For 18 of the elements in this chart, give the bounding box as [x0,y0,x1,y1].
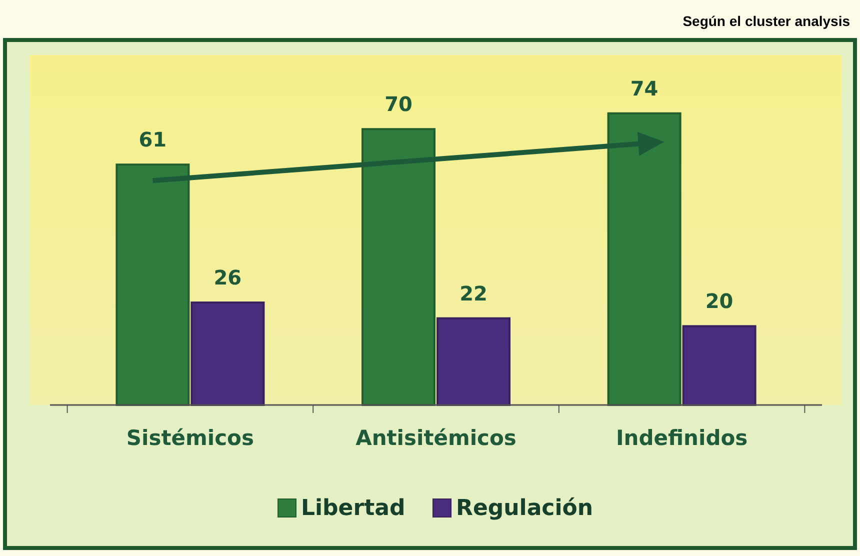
data-label: 74 [630,76,658,100]
data-label: 70 [384,92,412,116]
legend-label: Regulación [456,496,594,521]
legend-label: Libertad [301,496,406,521]
x-tick-label: Indefinidos [616,426,748,450]
bar [607,112,682,406]
bar [190,302,265,406]
data-label: 61 [138,128,167,152]
x-tick-label: Sistémicos [126,426,254,450]
data-label: 26 [214,266,242,290]
data-label: 20 [705,289,734,314]
bar [362,128,436,406]
bar [682,325,756,406]
bar [436,317,510,406]
bar [116,164,190,406]
chart-title: Según el cluster analysis [682,13,850,29]
x-tick-label: Antisitémicos [356,426,516,450]
data-label: 22 [460,281,488,306]
